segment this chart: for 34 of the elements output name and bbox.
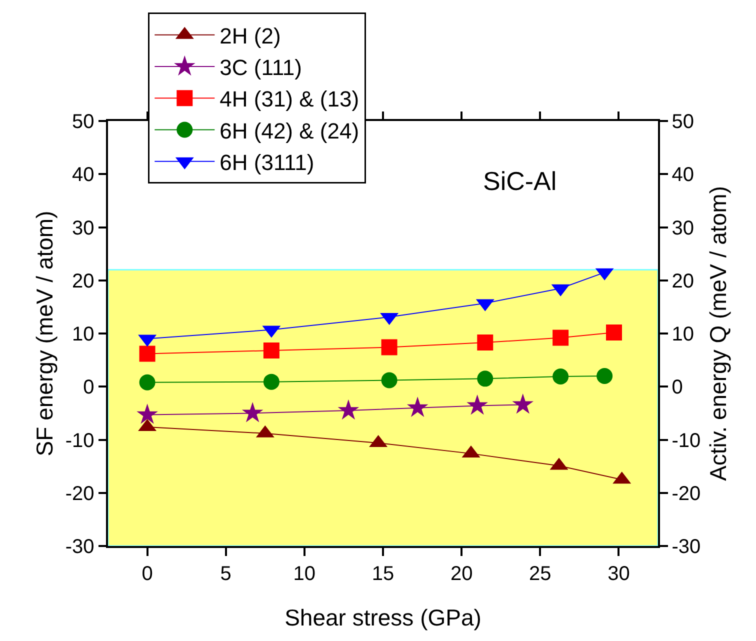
y2-tick-label: 50 bbox=[672, 111, 694, 133]
y-tick-label: 10 bbox=[72, 324, 94, 346]
y-tick-label: -20 bbox=[65, 482, 94, 505]
y2-tick-label: 0 bbox=[672, 376, 683, 399]
x-tick-label: 0 bbox=[142, 562, 153, 585]
x-axis-title: Shear stress (GPa) bbox=[284, 604, 482, 630]
y2-tick-label: 30 bbox=[672, 217, 694, 240]
y-tick-label: 40 bbox=[72, 164, 94, 186]
legend-label: 3C (111) bbox=[220, 55, 302, 80]
y-tick-label: -30 bbox=[65, 536, 94, 558]
y2-tick-label: 20 bbox=[672, 270, 694, 292]
y2-tick-label: 40 bbox=[672, 164, 694, 186]
x-tick-label: 20 bbox=[450, 562, 473, 585]
x-tick-label: 25 bbox=[529, 562, 552, 585]
legend-label: 6H (42) & (24) bbox=[220, 118, 360, 144]
y-axis-title: SF energy (meV / atom) bbox=[31, 210, 58, 456]
legend-label: 2H (2) bbox=[220, 24, 281, 49]
y-tick-label: 30 bbox=[72, 217, 94, 240]
y2-tick-label: -20 bbox=[672, 482, 701, 505]
y2-axis-title: Activ. energy Q (meV / atom) bbox=[705, 186, 731, 481]
x-tick-label: 15 bbox=[372, 562, 394, 585]
y-tick-label: 0 bbox=[83, 376, 94, 399]
y-tick-label: 20 bbox=[72, 270, 94, 292]
x-tick-label: 10 bbox=[293, 562, 316, 585]
annotation: SiC-Al bbox=[483, 166, 557, 196]
legend-label: 6H (3111) bbox=[220, 150, 314, 175]
y-tick-label: 50 bbox=[72, 111, 94, 133]
legend-label: 4H (31) & (13) bbox=[220, 86, 360, 112]
x-tick-label: 30 bbox=[608, 562, 630, 585]
y2-tick-label: -30 bbox=[672, 536, 701, 558]
y-tick-label: -10 bbox=[65, 430, 94, 452]
x-tick-label: 5 bbox=[220, 562, 232, 585]
y2-tick-label: 10 bbox=[672, 324, 694, 346]
y2-tick-label: -10 bbox=[672, 430, 701, 452]
